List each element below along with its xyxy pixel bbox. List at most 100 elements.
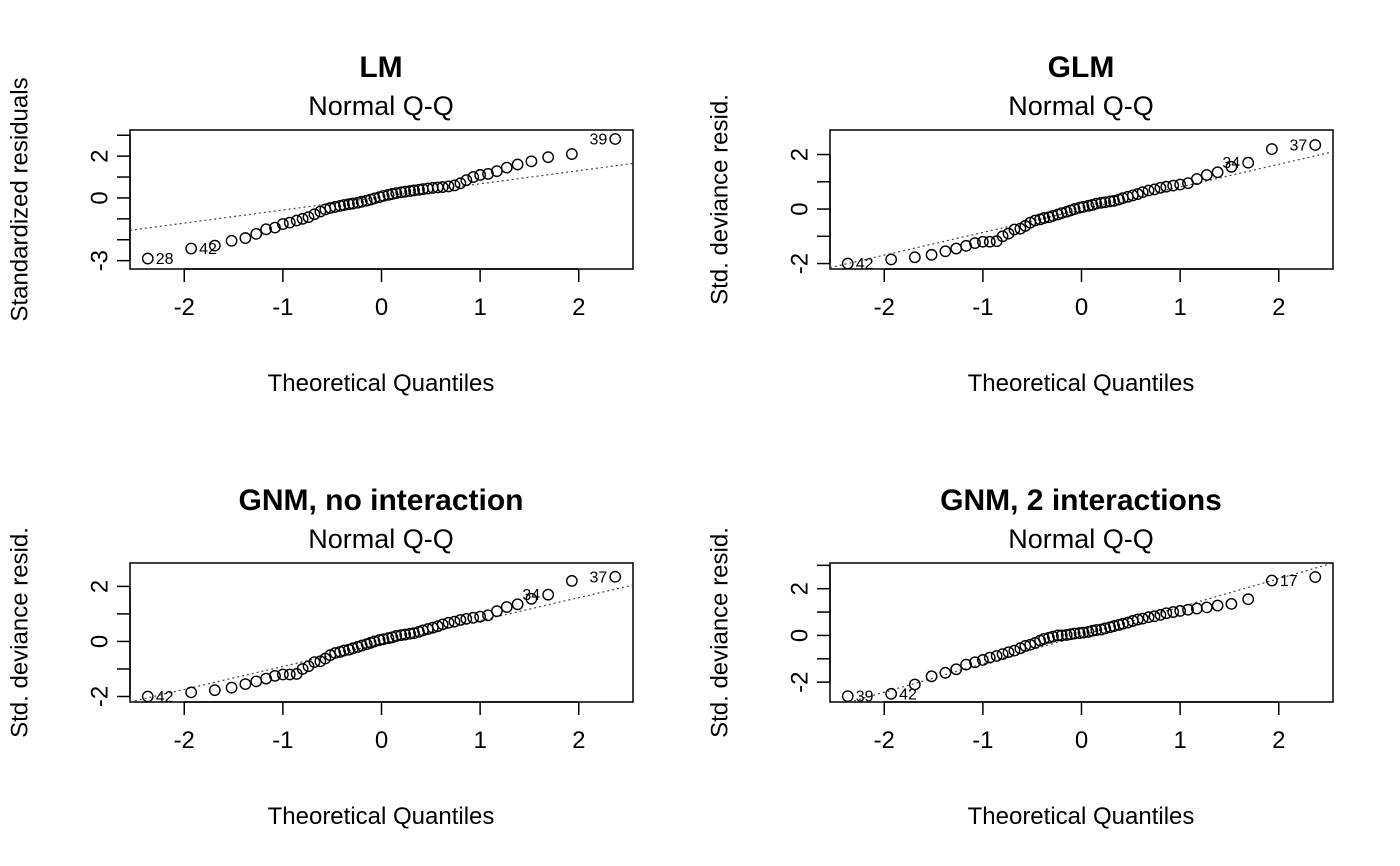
data-point bbox=[431, 620, 444, 633]
data-point bbox=[1046, 630, 1059, 643]
x-axis-label: Theoretical Quantiles bbox=[268, 370, 495, 397]
data-point bbox=[377, 633, 390, 646]
x-tick-label: -1 bbox=[972, 727, 993, 754]
data-point bbox=[969, 237, 981, 250]
data-point bbox=[500, 601, 513, 613]
data-point bbox=[996, 648, 1009, 661]
data-point bbox=[1038, 212, 1050, 224]
data-point bbox=[395, 186, 408, 199]
data-point bbox=[1190, 173, 1203, 185]
data-point bbox=[1002, 227, 1015, 240]
data-point bbox=[141, 690, 154, 702]
x-axis: -2 -1 0 1 2 bbox=[174, 268, 585, 321]
data-point bbox=[1211, 599, 1224, 612]
x-tick-label: 2 bbox=[1272, 727, 1285, 754]
data-point bbox=[908, 678, 921, 691]
qq-reference-line bbox=[830, 151, 1333, 269]
y-axis: -2 0 2 bbox=[787, 148, 831, 274]
point-label: 42 bbox=[156, 689, 174, 706]
x-tick-label: -2 bbox=[874, 727, 895, 754]
data-point bbox=[474, 610, 487, 623]
data-point bbox=[1008, 644, 1021, 657]
data-point bbox=[841, 257, 854, 269]
y-axis: -2 0 2 bbox=[87, 580, 131, 707]
data-point bbox=[208, 239, 221, 252]
data-point bbox=[448, 179, 461, 192]
y-tick-label: 2 bbox=[787, 148, 814, 161]
data-point bbox=[1174, 178, 1187, 191]
data-point bbox=[1154, 181, 1167, 194]
plot-title: GLM bbox=[1048, 51, 1115, 84]
data-point bbox=[467, 171, 480, 183]
data-point bbox=[1024, 638, 1037, 651]
x-tick-label: 1 bbox=[473, 294, 486, 321]
data-point bbox=[283, 216, 296, 229]
data-point bbox=[1055, 629, 1068, 642]
data-point bbox=[296, 212, 309, 225]
data-point bbox=[395, 629, 408, 642]
data-point bbox=[1309, 139, 1322, 151]
x-tick-label: 1 bbox=[473, 727, 486, 754]
x-tick-label: 2 bbox=[572, 294, 585, 321]
qq-reference-line bbox=[130, 584, 633, 702]
x-axis: -2 -1 0 1 2 bbox=[174, 701, 585, 754]
data-point bbox=[908, 251, 921, 264]
y-tick-label: -2 bbox=[87, 686, 114, 707]
x-tick-label: -1 bbox=[272, 727, 293, 754]
data-point bbox=[1068, 627, 1081, 640]
data-point bbox=[276, 218, 289, 230]
data-point bbox=[1060, 629, 1073, 641]
data-point bbox=[500, 161, 513, 174]
x-axis: -2 -1 0 1 2 bbox=[874, 268, 1285, 321]
data-point bbox=[329, 201, 342, 213]
data-point bbox=[250, 227, 263, 240]
data-point bbox=[1099, 196, 1112, 209]
qq-reference-line bbox=[848, 563, 1333, 702]
data-layer bbox=[841, 563, 1333, 702]
data-point bbox=[1090, 197, 1103, 210]
x-tick-label: 0 bbox=[1075, 727, 1088, 754]
y-tick-label: 2 bbox=[787, 582, 814, 595]
point-label: 17 bbox=[1280, 573, 1298, 590]
data-point bbox=[950, 663, 963, 676]
x-axis-label: Theoretical Quantiles bbox=[268, 803, 495, 830]
x-tick-label: 2 bbox=[1272, 294, 1285, 321]
panel-3: GNM, no interaction Normal Q-Q -2 -1 0 1 2 Theo… bbox=[7, 484, 634, 830]
data-point bbox=[969, 656, 981, 669]
data-point bbox=[225, 234, 238, 247]
data-point bbox=[1073, 627, 1086, 639]
data-point bbox=[990, 650, 1003, 662]
plot-subtitle: Normal Q-Q bbox=[1008, 91, 1154, 121]
data-point bbox=[1038, 633, 1050, 645]
data-point bbox=[239, 678, 252, 691]
data-point bbox=[290, 214, 303, 227]
data-point bbox=[1136, 612, 1149, 625]
data-point bbox=[939, 245, 952, 258]
data-point bbox=[925, 248, 938, 261]
data-point bbox=[442, 616, 455, 629]
plot-subtitle: Normal Q-Q bbox=[308, 91, 454, 121]
data-point bbox=[413, 183, 425, 196]
data-point bbox=[368, 192, 381, 205]
data-point bbox=[1211, 166, 1224, 179]
data-point bbox=[185, 686, 198, 699]
plot-subtitle: Normal Q-Q bbox=[308, 524, 454, 554]
x-tick-label: -1 bbox=[272, 294, 293, 321]
data-point bbox=[1200, 601, 1213, 614]
data-point bbox=[399, 185, 412, 198]
x-axis-label: Theoretical Quantiles bbox=[968, 370, 1195, 397]
data-point bbox=[467, 611, 480, 624]
data-point bbox=[1160, 607, 1173, 620]
data-point bbox=[565, 574, 578, 587]
point-label: 39 bbox=[589, 131, 607, 148]
data-point bbox=[343, 198, 355, 211]
data-point bbox=[239, 232, 252, 244]
data-point bbox=[454, 614, 467, 626]
x-tick-label: 1 bbox=[1173, 294, 1186, 321]
y-tick-label: 0 bbox=[87, 635, 114, 648]
point-label: 37 bbox=[1289, 137, 1307, 154]
data-point bbox=[609, 570, 622, 583]
data-point bbox=[338, 199, 350, 211]
data-point bbox=[1148, 610, 1161, 623]
